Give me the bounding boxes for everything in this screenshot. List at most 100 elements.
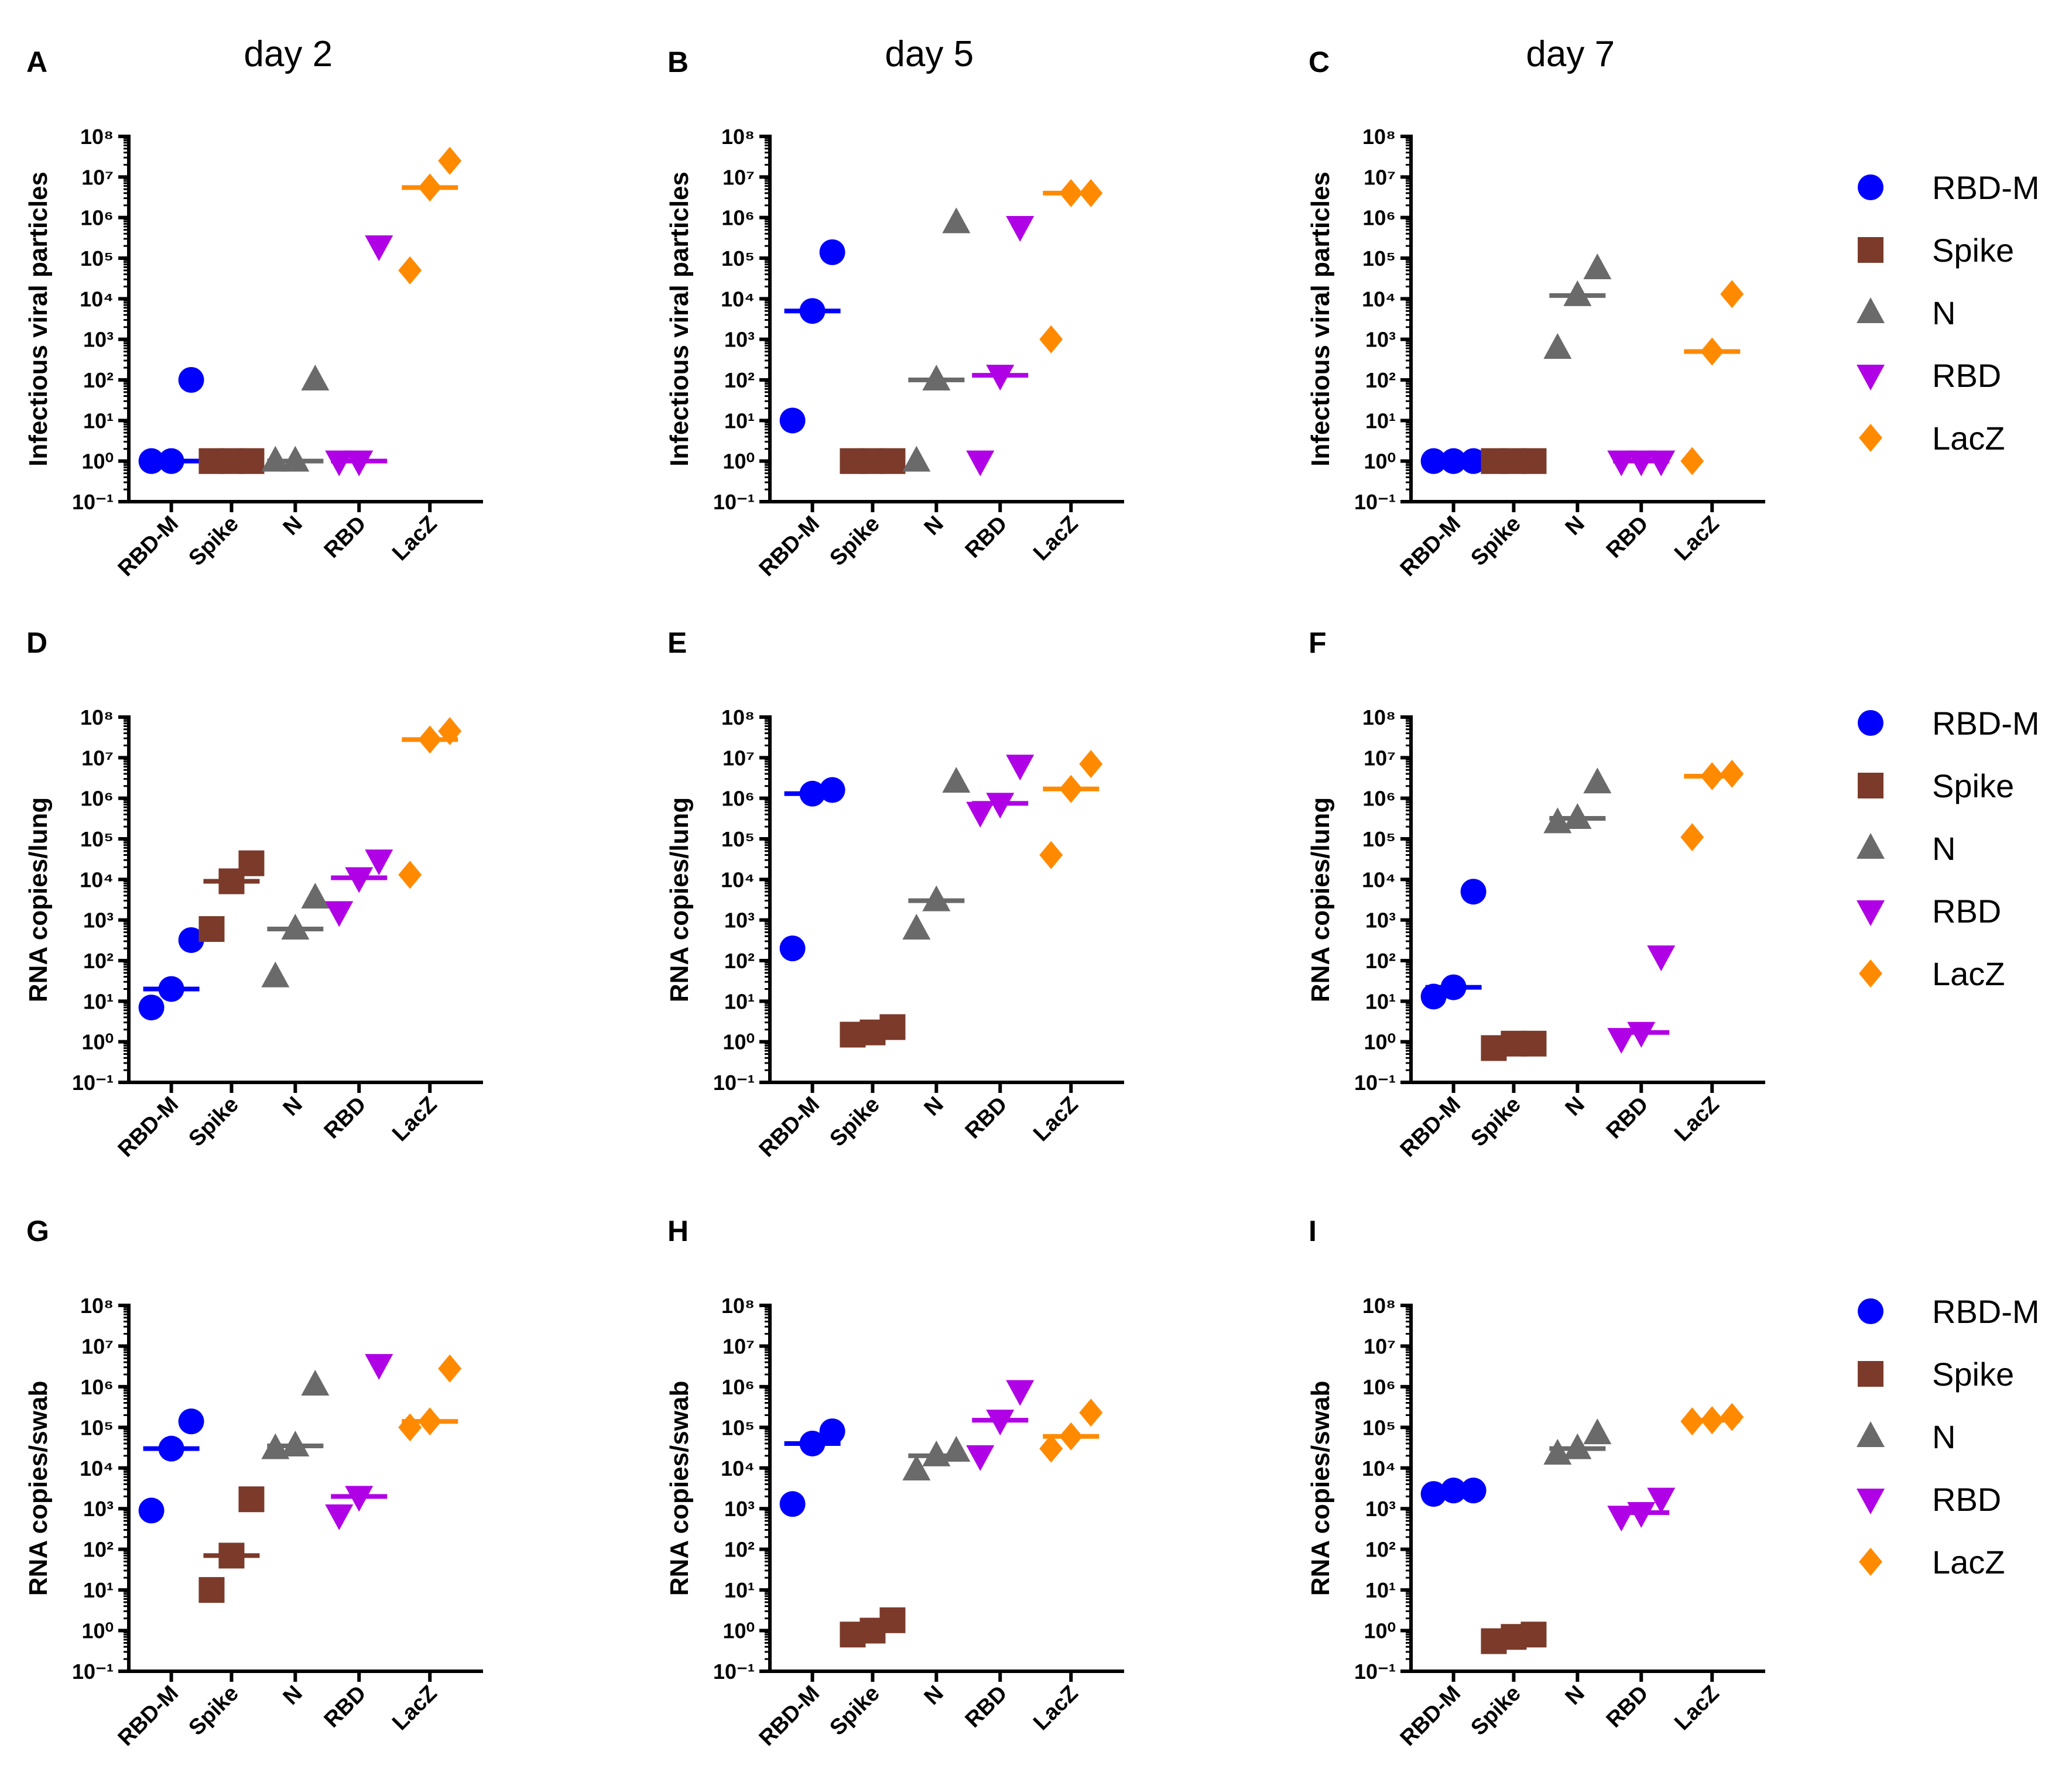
y-axis-label: RNA copies/swab xyxy=(665,1381,694,1596)
y-tick-label: 10⁵ xyxy=(1362,246,1396,270)
y-tick-label: 10⁸ xyxy=(721,1294,755,1318)
legend-marker xyxy=(1859,424,1882,452)
x-tick-label: N xyxy=(920,1681,948,1710)
data-point xyxy=(879,1607,906,1633)
y-tick-label: 10⁰ xyxy=(723,450,755,474)
data-point xyxy=(345,450,374,477)
y-tick-label: 10² xyxy=(724,368,755,392)
y-axis-label: Infectious viral particles xyxy=(24,172,53,467)
x-tick-label: N xyxy=(1561,1681,1590,1710)
y-tick-label: 10⁸ xyxy=(1362,705,1396,729)
panel-E: E RNA copies/lung 10⁻¹ 10⁰ 10¹ 10² 10³ 10⁴ 10⁵ 10… xyxy=(665,626,1124,1162)
data-point xyxy=(1520,1622,1547,1648)
y-tick-label: 10⁻¹ xyxy=(72,1660,114,1684)
data-point xyxy=(398,861,422,889)
y-tick-label: 10¹ xyxy=(1365,1578,1396,1602)
x-tick-label: RBD xyxy=(320,1092,371,1144)
data-point xyxy=(1563,280,1592,306)
y-tick-label: 10⁸ xyxy=(80,125,114,149)
legend-label: LacZ xyxy=(1932,420,2005,457)
data-point xyxy=(1079,750,1103,779)
legend-label: RBD-M xyxy=(1932,1293,2040,1330)
data-point xyxy=(966,450,995,477)
x-tick-label: Spike xyxy=(1466,1092,1525,1151)
y-tick-label: 10⁰ xyxy=(1364,1619,1396,1643)
x-tick-label: Spike xyxy=(825,1681,884,1740)
panel-letter: E xyxy=(667,626,687,659)
y-tick-label: 10⁷ xyxy=(81,165,114,189)
x-tick-label: N xyxy=(279,1681,307,1710)
x-tick-label: Spike xyxy=(1466,512,1525,571)
y-tick-label: 10¹ xyxy=(724,1578,755,1602)
y-tick-label: 10⁵ xyxy=(721,827,755,851)
x-tick-label: N xyxy=(279,1092,307,1121)
data-point xyxy=(1420,1481,1447,1507)
legend-label: Spike xyxy=(1932,232,2014,269)
legend-label: RBD-M xyxy=(1932,705,2040,742)
y-tick-label: 10⁶ xyxy=(1362,787,1396,811)
y-tick-label: 10⁰ xyxy=(1364,1030,1396,1054)
legend-label: N xyxy=(1932,294,1955,331)
x-tick-label: LacZ xyxy=(1670,1092,1724,1146)
legend-label: RBD xyxy=(1932,1481,2001,1518)
y-tick-label: 10⁰ xyxy=(82,450,114,474)
data-point xyxy=(1563,803,1592,829)
legend: RBD-M Spike N RBD LacZ xyxy=(1857,1293,2040,1581)
x-tick-label: RBD xyxy=(320,512,371,563)
data-point xyxy=(1680,1407,1704,1436)
y-tick-label: 10⁰ xyxy=(82,1030,114,1054)
y-tick-label: 10⁴ xyxy=(80,287,114,311)
x-tick-label: LacZ xyxy=(1029,1092,1083,1146)
data-point xyxy=(1583,253,1612,280)
x-tick-label: RBD xyxy=(1602,512,1653,563)
data-point xyxy=(158,1435,184,1462)
data-point xyxy=(966,1445,995,1471)
x-tick-label: Spike xyxy=(184,1681,243,1740)
legend-label: LacZ xyxy=(1932,955,2005,992)
data-point xyxy=(158,448,184,474)
data-point xyxy=(198,1577,225,1603)
x-tick-label: LacZ xyxy=(1029,1681,1083,1735)
y-tick-label: 10⁰ xyxy=(82,1619,114,1643)
data-point xyxy=(986,793,1015,819)
legend: RBD-M Spike N RBD LacZ xyxy=(1857,169,2040,457)
data-point xyxy=(779,1491,806,1517)
data-point xyxy=(1583,767,1612,794)
x-tick-label: LacZ xyxy=(1029,512,1083,565)
data-point xyxy=(1079,1398,1103,1427)
data-point xyxy=(418,173,442,202)
x-tick-label: LacZ xyxy=(388,1681,441,1735)
data-point xyxy=(261,445,290,472)
legend-label: RBD xyxy=(1932,893,2001,930)
x-tick-label: RBD xyxy=(961,1092,1012,1144)
y-tick-label: 10⁸ xyxy=(1362,125,1396,149)
data-point xyxy=(1039,841,1063,869)
legend-label: N xyxy=(1932,1418,1955,1455)
data-point xyxy=(1680,823,1704,852)
legend-marker xyxy=(1857,1489,1885,1514)
data-point xyxy=(942,1435,971,1462)
data-point xyxy=(158,976,184,1002)
data-point xyxy=(819,1418,845,1445)
x-tick-label: RBD-M xyxy=(114,1681,183,1751)
legend-marker xyxy=(1859,959,1882,988)
y-tick-label: 10⁷ xyxy=(722,1334,755,1358)
data-point xyxy=(261,1433,290,1459)
data-point xyxy=(281,914,310,940)
panel-title: day 7 xyxy=(1526,34,1615,74)
data-point xyxy=(178,1408,204,1435)
data-point xyxy=(966,801,995,828)
panel-title: day 5 xyxy=(885,34,974,74)
legend-marker xyxy=(1857,297,1885,323)
y-axis-label: Infectious viral particles xyxy=(1306,172,1335,467)
data-point xyxy=(365,1354,393,1380)
x-tick-label: RBD xyxy=(1602,1681,1653,1733)
data-point xyxy=(345,867,374,893)
y-tick-label: 10¹ xyxy=(1365,409,1396,433)
y-tick-label: 10⁶ xyxy=(80,1375,114,1399)
y-tick-label: 10¹ xyxy=(724,409,755,433)
data-point xyxy=(922,365,951,390)
y-axis-label: RNA copies/lung xyxy=(24,797,53,1002)
y-tick-label: 10³ xyxy=(1365,1497,1396,1521)
